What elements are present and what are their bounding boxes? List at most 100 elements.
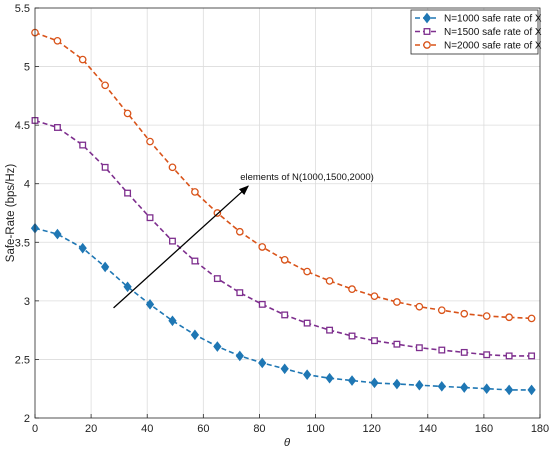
data-point <box>258 357 267 369</box>
data-point <box>213 341 222 352</box>
y-axis-title: Safe-Rate (bps/Hz) <box>5 164 17 263</box>
legend-marker <box>423 41 431 49</box>
y-tick-label: 2 <box>24 413 30 425</box>
data-point <box>146 137 154 146</box>
legend-label: N=2000 safe rate of X <box>444 41 542 52</box>
y-tick-label: 2.5 <box>15 354 30 366</box>
data-point <box>347 375 357 386</box>
x-tick-label: 120 <box>362 423 380 435</box>
data-point <box>505 352 513 360</box>
y-tick-label: 3.5 <box>15 237 30 249</box>
legend-label: N=1500 safe rate of X <box>444 27 542 38</box>
x-tick-label: 20 <box>85 423 97 435</box>
data-point <box>505 313 513 322</box>
data-point <box>415 302 424 311</box>
y-tick-label: 4.5 <box>15 120 30 132</box>
data-point <box>235 350 244 362</box>
data-point <box>483 351 491 359</box>
data-point <box>482 383 491 395</box>
data-point <box>123 281 132 293</box>
y-tick-label: 3 <box>24 296 30 308</box>
data-point <box>303 267 311 276</box>
data-point <box>280 363 289 375</box>
data-point <box>53 36 62 45</box>
x-tick-label: 140 <box>419 423 437 435</box>
x-tick-label: 40 <box>141 423 153 435</box>
series-3 <box>31 28 536 323</box>
data-point <box>258 243 267 251</box>
legend: N=1000 safe rate of X N=1500 safe rate of… <box>410 9 542 55</box>
legend-marker <box>422 12 432 24</box>
data-point <box>348 332 356 340</box>
x-tick-label: 160 <box>475 423 493 435</box>
data-point <box>79 141 87 149</box>
data-point <box>438 346 446 354</box>
annotation-arrow <box>113 185 249 309</box>
data-point <box>280 256 289 264</box>
data-point <box>168 163 177 172</box>
data-point <box>303 319 311 327</box>
annotation: elements of N(1000,1500,2000) <box>113 172 374 309</box>
x-axis-title: θ <box>284 437 291 449</box>
legend-marker <box>423 28 431 35</box>
data-point <box>53 124 61 131</box>
data-point <box>191 257 199 265</box>
annotation-label: elements of N(1000,1500,2000) <box>240 172 374 183</box>
data-point <box>101 261 110 273</box>
data-point <box>392 378 402 390</box>
data-point <box>53 228 62 240</box>
data-point <box>528 352 536 360</box>
data-point <box>169 237 176 245</box>
data-point <box>191 188 199 196</box>
data-point <box>213 275 221 283</box>
data-point <box>460 382 469 393</box>
data-point <box>505 384 514 396</box>
data-point <box>258 300 266 308</box>
series-layer <box>30 28 536 396</box>
data-point <box>482 312 491 320</box>
legend-entry: N=1000 safe rate of X <box>415 12 542 25</box>
data-point <box>527 314 536 323</box>
data-point <box>437 381 446 392</box>
x-axis: 0 20 40 60 80 100 120 140 160 180 <box>32 414 549 435</box>
legend-label: N=1000 safe rate of X <box>444 14 542 25</box>
data-point <box>168 315 177 327</box>
data-point <box>370 292 379 301</box>
legend-entry: N=2000 safe rate of X <box>415 41 542 52</box>
data-point <box>415 379 424 391</box>
data-point <box>393 340 401 348</box>
data-point <box>460 309 469 318</box>
data-point <box>393 298 401 306</box>
data-point <box>326 326 334 334</box>
data-point <box>78 242 87 254</box>
y-tick-label: 4 <box>24 179 30 191</box>
data-point <box>325 372 334 384</box>
y-axis: 2 2.5 3 3.5 4 4.5 5 5.5 <box>15 3 39 425</box>
data-point <box>527 384 536 396</box>
data-point <box>371 337 378 345</box>
series-2 <box>31 117 536 360</box>
x-tick-label: 180 <box>531 423 549 435</box>
data-point <box>145 299 155 310</box>
data-point <box>437 306 446 315</box>
y-tick-label: 5 <box>24 62 30 74</box>
plot-frame <box>34 7 541 419</box>
data-point <box>236 289 244 297</box>
y-tick-label: 5.5 <box>15 3 30 15</box>
data-point <box>415 344 423 352</box>
x-tick-label: 80 <box>253 423 265 435</box>
data-point <box>101 81 109 90</box>
data-point <box>146 214 154 222</box>
data-point <box>460 348 468 356</box>
data-point <box>303 369 312 380</box>
x-tick-label: 0 <box>32 423 38 435</box>
legend-entry: N=1500 safe rate of X <box>415 27 542 38</box>
data-point <box>101 163 109 171</box>
series-1 <box>30 222 536 396</box>
data-point <box>348 285 356 293</box>
data-point <box>190 329 200 341</box>
data-point <box>370 377 379 389</box>
data-point <box>124 189 132 197</box>
plot-area <box>35 8 540 418</box>
